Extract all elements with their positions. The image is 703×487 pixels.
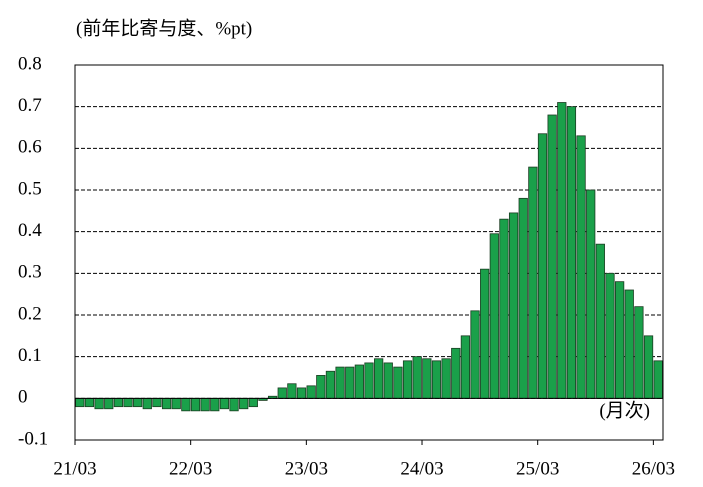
y-tick-label: 0 (18, 387, 28, 408)
y-tick-label: 0.8 (18, 53, 42, 74)
bar (441, 358, 451, 399)
x-tick-label: 23/03 (285, 458, 328, 479)
bar (248, 397, 258, 408)
y-tick-label: 0.5 (18, 178, 42, 199)
bar (643, 335, 654, 399)
bar (508, 212, 519, 399)
bar (422, 358, 432, 399)
bar (383, 362, 393, 399)
bar (412, 356, 422, 399)
bar (499, 218, 509, 399)
bar (653, 360, 663, 399)
y-tick-label: -0.1 (18, 428, 48, 449)
bar (615, 281, 625, 399)
bar (624, 289, 634, 399)
bar (94, 397, 104, 410)
x-tick-label: 26/03 (632, 458, 675, 479)
plot-frame (74, 64, 664, 441)
bar (345, 366, 355, 399)
bar (547, 114, 557, 399)
y-tick-label: 0.6 (18, 137, 42, 158)
bar (537, 133, 548, 399)
y-tick-label: 0.1 (18, 345, 42, 366)
bar (316, 375, 326, 399)
bar (480, 268, 490, 399)
bar (142, 397, 152, 410)
bar (287, 383, 297, 399)
bar (470, 310, 480, 399)
bar (75, 397, 85, 408)
bar (634, 306, 644, 399)
bar (528, 166, 538, 399)
bar (229, 397, 239, 412)
y-tick-label: 0.2 (18, 303, 42, 324)
bar (152, 397, 162, 408)
y-tick-label: 0.4 (18, 220, 42, 241)
bar (586, 189, 596, 399)
bar (557, 102, 567, 399)
x-tick-label: 21/03 (53, 458, 96, 479)
x-tick-label: 22/03 (169, 458, 212, 479)
bar (104, 397, 114, 410)
y-tick-label: 0.3 (18, 262, 42, 283)
bar (200, 397, 210, 412)
annotation: (月次) (599, 399, 650, 421)
y-tick-label: 0.7 (18, 95, 42, 116)
bar (431, 360, 442, 399)
x-tick-label: 25/03 (516, 458, 559, 479)
bar (123, 397, 133, 408)
bar (113, 397, 123, 408)
bar (576, 135, 586, 399)
bar (306, 385, 316, 399)
bar (219, 397, 230, 410)
bar (277, 387, 287, 399)
x-tick-label: 24/03 (400, 458, 443, 479)
bar (460, 335, 471, 399)
bar (518, 197, 528, 399)
bar (393, 366, 403, 399)
bar (335, 366, 345, 399)
bar (325, 370, 336, 399)
bar (605, 272, 615, 399)
bar (210, 397, 220, 412)
bar (354, 364, 364, 399)
bar (133, 397, 143, 408)
bar (595, 243, 605, 399)
bar (239, 397, 249, 410)
bar (364, 362, 374, 399)
bar (566, 106, 577, 399)
bar (451, 347, 461, 399)
y-axis-label: (前年比寄与度、%pt) (76, 17, 252, 39)
bar (190, 397, 201, 412)
bar (181, 397, 191, 412)
bar (171, 397, 181, 410)
bar (402, 360, 413, 399)
bar (161, 397, 172, 410)
bar (374, 358, 384, 399)
bar (296, 387, 307, 399)
bar (84, 397, 95, 408)
bar (489, 233, 499, 399)
